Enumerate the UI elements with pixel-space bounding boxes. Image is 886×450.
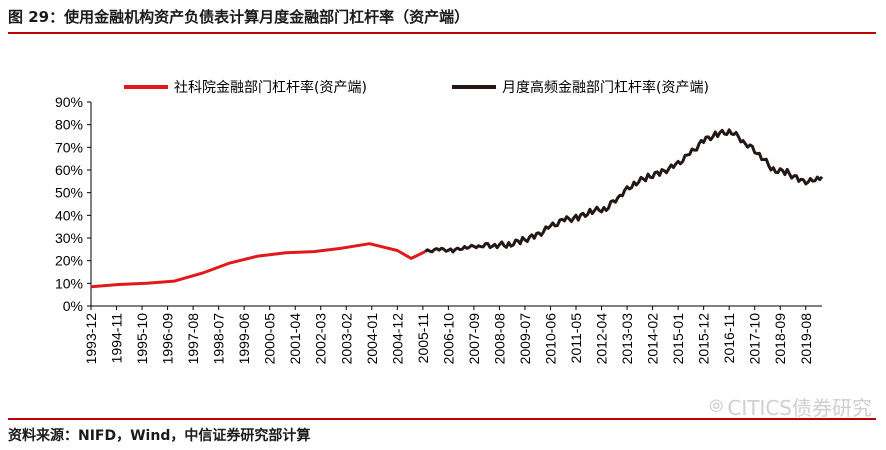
- x-tick-label: 2002-03: [313, 313, 329, 365]
- x-tick-label: 2008-08: [491, 313, 507, 365]
- x-tick-label: 2017-10: [747, 313, 763, 365]
- y-tick-label: 50%: [55, 185, 83, 201]
- legend-item-cass-label: 社科院金融部门杠杆率(资产端): [174, 79, 367, 96]
- x-tick-label: 1994-11: [109, 313, 125, 364]
- series-line-cass: [90, 242, 426, 289]
- x-tick-label: 2011-05: [568, 313, 584, 364]
- x-tick-label: 2001-04: [287, 313, 303, 365]
- x-tick-label: 2004-12: [389, 313, 405, 365]
- y-tick-label: 30%: [55, 230, 83, 246]
- x-tick-label: 2003-02: [338, 313, 354, 365]
- y-tick-label: 70%: [55, 139, 83, 155]
- x-tick-label: 2000-05: [262, 313, 278, 365]
- watermark: ⦾ CITICS债券研究: [709, 392, 872, 421]
- source-divider: [8, 418, 876, 420]
- x-tick-label: 1999-06: [236, 313, 252, 365]
- y-tick-label: 40%: [55, 207, 83, 223]
- title-divider: [8, 32, 876, 34]
- x-tick-label: 2018-09: [772, 313, 788, 365]
- watermark-text: CITICS债券研究: [727, 396, 872, 420]
- x-tick-label: 2016-11: [721, 313, 737, 364]
- series-line-monthly: [424, 128, 824, 254]
- y-tick-label: 20%: [55, 253, 83, 269]
- x-tick-label: 2009-07: [517, 313, 533, 365]
- x-tick-label: 2014-02: [645, 313, 661, 365]
- x-tick-label: 2015-12: [696, 313, 712, 365]
- x-tick-label: 2005-11: [415, 313, 431, 364]
- x-tick-label: 1998-07: [211, 313, 227, 365]
- y-tick-label: 80%: [55, 117, 83, 133]
- source-note: 资料来源：NIFD，Wind，中信证券研究部计算: [8, 428, 311, 444]
- x-tick-label: 2015-01: [670, 313, 686, 365]
- x-tick-label: 1997-08: [185, 313, 201, 365]
- x-tick-label: 2004-01: [364, 313, 380, 365]
- y-tick-label: 60%: [55, 162, 83, 178]
- chart-series: [90, 128, 824, 289]
- x-tick-label: 2006-10: [440, 313, 456, 365]
- y-tick-label: 90%: [55, 94, 83, 110]
- x-tick-label: 1995-10: [134, 313, 150, 365]
- chart-axes: 0% 10% 20% 30% 40% 50% 60% 70% 80% 90% 1993-12 1994…: [55, 94, 822, 364]
- wechat-icon: ⦾: [708, 396, 724, 417]
- x-tick-label: 2012-04: [594, 313, 610, 365]
- y-tick-label: 0%: [63, 298, 83, 314]
- figure-title: 图 29：使用金融机构资产负债表计算月度金融部门杠杆率（资产端）: [8, 8, 470, 26]
- legend-item-monthly-label: 月度高频金融部门杠杆率(资产端): [502, 79, 709, 96]
- chart-legend: 社科院金融部门杠杆率(资产端) 月度高频金融部门杠杆率(资产端): [124, 79, 709, 96]
- x-tick-label: 2019-08: [798, 313, 814, 365]
- x-tick-label: 1996-09: [160, 313, 176, 365]
- y-tick-label: 10%: [55, 275, 83, 291]
- x-tick-label: 2007-09: [466, 313, 482, 365]
- x-tick-label: 2010-06: [542, 313, 558, 365]
- x-tick-label: 1993-12: [83, 313, 99, 365]
- x-tick-label: 2013-03: [619, 313, 635, 365]
